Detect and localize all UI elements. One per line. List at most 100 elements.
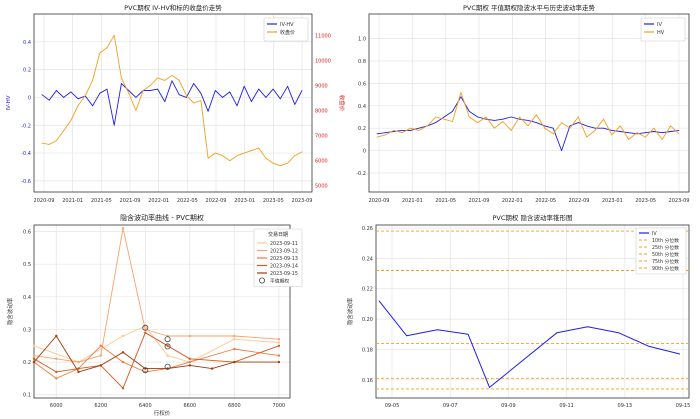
data-point [55,357,58,360]
y-tick-label: 0.6 [23,230,31,236]
y-right-tick-label: 9000 [315,83,328,89]
data-point [536,114,537,116]
legend-label: 2023-09-15 [270,271,298,277]
chart-title: PVC期权 隐含波动率锥形图 [493,213,573,222]
data-point [393,131,395,132]
data-point [144,331,147,334]
x-tick-label: 2022-01 [148,198,169,204]
data-point [193,102,195,104]
data-point [77,105,79,106]
data-point [628,132,630,134]
y-tick-label: 0.4 [23,295,31,301]
x-tick-label: 2020-09 [34,198,55,204]
data-point [243,85,245,87]
data-point [32,357,36,360]
data-point [77,370,80,374]
legend-label: 收盘价 [280,29,295,36]
y-tick-label: 0.4 [358,104,366,110]
y-tick-label: 0.26 [362,226,373,232]
data-point [301,151,303,153]
x-tick-label: 2022-01 [502,198,523,204]
data-point [406,335,408,337]
data-point [426,125,428,127]
data-point [188,357,191,360]
y-tick-label: 0.24 [362,256,373,262]
data-point [393,130,395,131]
y-tick-label: 0.3 [23,327,31,333]
y-tick-label: 0.20 [362,317,373,323]
data-point [452,121,453,122]
data-point [452,111,453,112]
data-point [527,125,529,127]
data-point [258,147,260,149]
data-point [561,122,562,123]
data-point [164,101,166,102]
x-tick-label: 2023-09 [292,198,313,204]
data-point [494,120,495,121]
atm-marker [142,367,149,374]
data-point [287,85,288,87]
data-point [418,127,420,129]
data-point [435,116,437,118]
atm-marker [164,343,171,350]
chart-title: PVC期权 IV-HV和标的收盘价走势 [124,3,222,12]
data-point [536,122,537,123]
data-point [603,118,604,120]
chart-title: 隐含波动率曲线 - PVC期权 [120,213,204,222]
data-point [55,334,58,338]
legend-label: IV [652,231,657,237]
data-point [48,99,50,101]
data-point [277,360,281,364]
data-point [166,354,169,357]
data-point [99,354,103,357]
data-point [229,91,231,93]
data-point [233,338,236,341]
data-point [41,142,43,144]
data-point [460,92,462,93]
data-point [670,131,671,132]
data-point [171,80,173,82]
data-point [92,105,93,107]
data-point [48,144,50,145]
plot-frame [33,224,291,399]
data-point [678,130,680,131]
y-tick-label: -0.2 [356,171,366,177]
data-point [128,92,130,94]
x-axis-label: 行权价 [154,409,171,417]
y-axis-label: 隐含波动率 [346,297,354,325]
data-point [229,160,231,162]
y-tick-label: 0.4 [23,40,31,46]
data-point [679,353,681,355]
data-point [477,122,479,123]
data-point [510,116,512,118]
data-point [121,83,122,84]
atm-marker [164,363,171,370]
data-point [294,104,296,105]
series-line-1 [376,91,680,140]
data-point [106,47,108,49]
data-point [166,344,169,347]
data-point [468,111,470,112]
data-point [99,364,103,367]
data-point [32,360,36,364]
y-right-axis-label: 收盘价 [338,95,346,112]
x-tick-label: 09-13 [618,403,633,409]
y-tick-label: 0.8 [358,59,366,65]
data-point [502,121,504,122]
data-point [77,360,80,364]
data-point [279,98,281,100]
y-tick-label: 0 [28,95,31,101]
data-point [188,334,191,338]
data-point [279,165,281,167]
data-point [149,90,151,91]
x-tick-label: 2023-05 [263,198,284,204]
data-point [272,162,274,164]
data-point [121,387,125,390]
y-tick-label: 0.2 [358,126,366,132]
series-line-0 [41,80,303,126]
data-point [435,122,437,123]
x-tick-label: 6800 [228,403,241,409]
x-tick-label: 2021-01 [402,198,423,204]
data-point [193,83,195,84]
data-point [63,130,65,132]
